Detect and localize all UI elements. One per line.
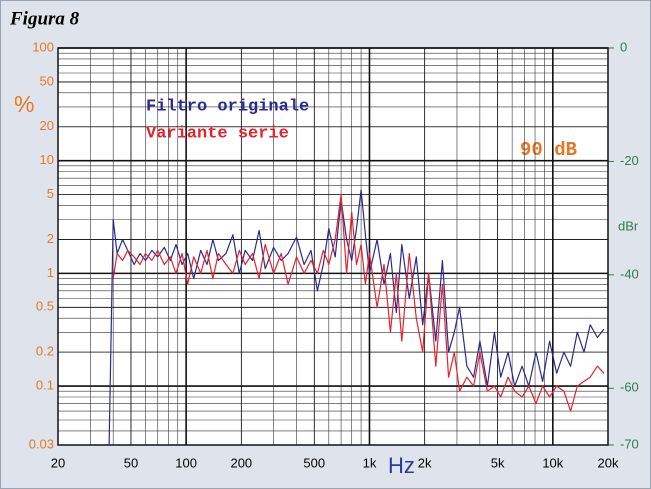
series-line	[108, 189, 605, 446]
x-tick-label: 20	[51, 455, 65, 470]
y-tick-label: 50	[40, 73, 54, 88]
y-tick-label: 0.5	[36, 299, 54, 314]
x-tick-label: 50	[124, 455, 138, 470]
y-tick-label: 5	[47, 186, 54, 201]
x-tick-label: 2k	[418, 455, 432, 470]
y2-tick-label: -60	[620, 380, 639, 395]
y2-axis-label: dBr	[618, 218, 639, 233]
y-axis-label: %	[14, 91, 34, 117]
legend-entry: Variante serie	[146, 124, 289, 143]
plot-frame	[57, 47, 609, 446]
y-tick-label: 0.1	[36, 378, 54, 393]
series-line	[112, 194, 605, 412]
y-tick-label: 100	[32, 39, 54, 54]
y2-tick-label: -70	[620, 436, 639, 451]
x-tick-label: 1k	[363, 455, 377, 470]
legend-entry: Filtro originale	[146, 97, 309, 116]
y-tick-label: 0.2	[36, 344, 54, 359]
y2-tick-label: 0	[620, 39, 627, 54]
y-tick-label: 0.03	[29, 436, 54, 451]
x-tick-label: 5k	[491, 455, 505, 470]
y-tick-label: 20	[40, 118, 54, 133]
x-tick-label: 500	[303, 455, 325, 470]
x-tick-label: 200	[230, 455, 252, 470]
annotation: 90 dB	[520, 139, 577, 161]
x-tick-label: 100	[175, 455, 197, 470]
y2-tick-label: -40	[620, 266, 639, 281]
y-tick-label: 1	[47, 265, 54, 280]
x-tick-label: 10k	[542, 455, 563, 470]
chart-title: Figura 8	[9, 8, 80, 29]
x-axis-label: Hz	[388, 453, 415, 478]
y2-tick-label: -20	[620, 153, 639, 168]
y-tick-label: 2	[47, 231, 54, 246]
y-tick-label: 10	[40, 152, 54, 167]
x-tick-label: 20k	[598, 455, 619, 470]
